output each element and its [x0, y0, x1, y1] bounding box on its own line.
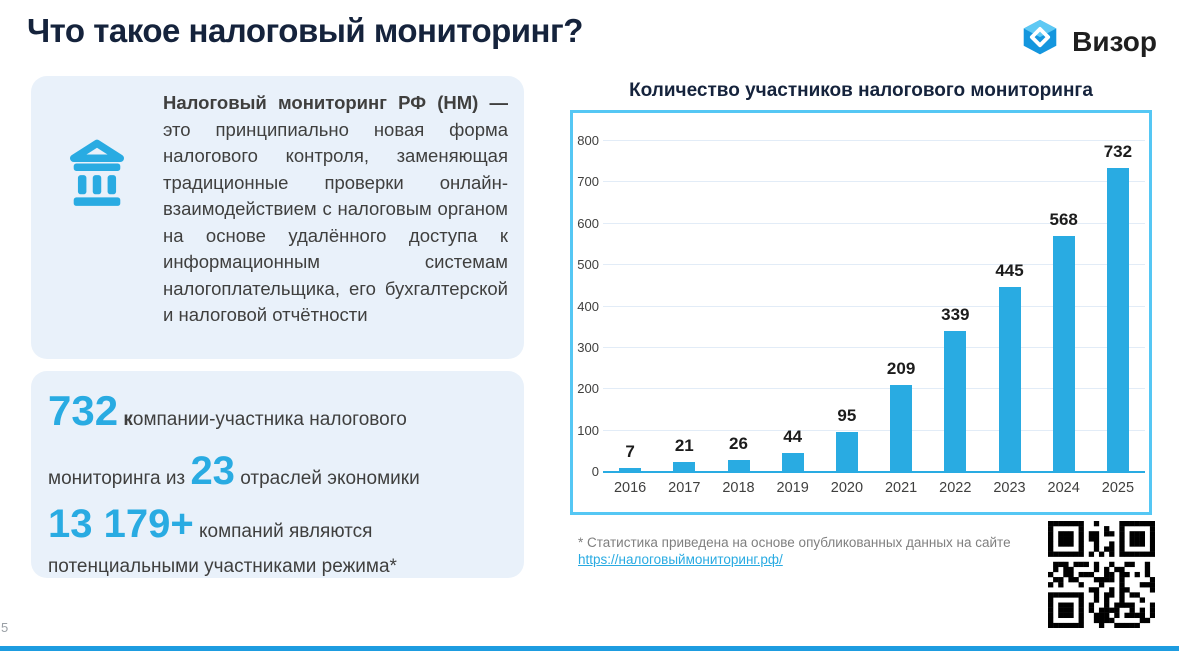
bar: [835, 431, 858, 471]
x-tick-label: 2020: [830, 480, 864, 496]
definition-lead: Налоговый мониторинг РФ (НМ) —: [163, 92, 508, 113]
page-title: Что такое налоговый мониторинг?: [27, 12, 583, 49]
y-tick-label: 700: [577, 174, 599, 190]
bar: [673, 462, 696, 471]
y-tick-label: 100: [577, 422, 599, 438]
bar: [1106, 168, 1129, 471]
x-tick-label: 2019: [776, 480, 809, 496]
gridline: [603, 471, 1145, 473]
logo-text: Визор: [1072, 25, 1157, 57]
bar: [998, 286, 1021, 471]
y-tick-label: 0: [591, 464, 599, 479]
source-link[interactable]: https://налоговыймониторинг.рф/: [578, 552, 783, 567]
industries-count: 23: [190, 449, 235, 493]
bar-chart: 0 100 200 300 400 500 600 700 800 7 2016 21 2017 26 20…: [570, 110, 1152, 515]
stats-card: 732 компании-участника налогового монито…: [31, 371, 524, 578]
definition-card: Налоговый мониторинг РФ (НМ) — это принц…: [31, 76, 524, 359]
gridline: [603, 140, 1145, 141]
gridline: [603, 346, 1145, 348]
footnote-text: * Статистика приведена на основе опублик…: [578, 535, 1011, 550]
x-tick-label: 2025: [1101, 480, 1135, 496]
bar: [890, 384, 913, 471]
stat-potential: 13 179+ компаний являются: [48, 502, 373, 546]
definition-body: это принципиально новая форма налогового…: [163, 118, 508, 326]
gridline: [603, 264, 1145, 266]
x-tick-label: 2023: [993, 480, 1026, 496]
gridline: [603, 388, 1145, 390]
bar-value-label: 209: [886, 358, 916, 378]
y-tick-label: 300: [577, 339, 599, 355]
footnote: * Статистика приведена на основе опублик…: [578, 534, 1038, 568]
definition-text: Налоговый мониторинг РФ (НМ) — это принц…: [163, 90, 508, 329]
participants-count: 732: [48, 387, 119, 434]
bar: [1052, 235, 1075, 471]
page-number: 5: [1, 620, 9, 635]
bar: [619, 468, 642, 471]
bank-icon: [63, 76, 131, 359]
bar-value-label: 339: [941, 304, 970, 324]
gridline: [603, 222, 1145, 224]
bar-value-label: 732: [1103, 142, 1133, 162]
bar: [944, 330, 967, 471]
y-tick-label: 600: [577, 215, 599, 231]
qr-code: [1048, 521, 1156, 629]
bar-value-label: 7: [625, 442, 635, 462]
bar-value-label: 44: [783, 426, 803, 446]
gridline: [603, 429, 1145, 431]
plot-area: 0 100 200 300 400 500 600 700 800 7 2016 21 2017 26 20…: [573, 113, 1149, 512]
bar: [781, 452, 804, 471]
x-tick-label: 2016: [613, 480, 647, 496]
x-tick-label: 2017: [668, 480, 701, 496]
bar-value-label: 568: [1049, 209, 1078, 229]
logo: Визор: [1017, 16, 1157, 67]
stat-potential-line2: потенциальными участниками режима*: [48, 556, 397, 577]
bottom-accent-bar: [0, 646, 1179, 651]
vizor-cube-icon: [1017, 16, 1063, 67]
x-tick-label: 2021: [884, 480, 918, 496]
bar-value-label: 26: [729, 434, 748, 454]
y-tick-label: 800: [577, 133, 599, 148]
chart-title: Количество участников налогового монитор…: [629, 80, 1093, 101]
bar: [727, 460, 750, 471]
y-tick-label: 200: [577, 381, 599, 397]
gridline: [603, 181, 1145, 183]
x-tick-label: 2018: [722, 480, 755, 496]
bar-value-label: 445: [995, 260, 1024, 280]
bar-value-label: 21: [674, 436, 694, 456]
x-tick-label: 2024: [1047, 480, 1080, 496]
y-tick-label: 400: [577, 298, 599, 314]
x-tick-label: 2022: [939, 480, 972, 496]
gridline: [603, 305, 1145, 307]
bar-value-label: 95: [837, 405, 857, 425]
stat-participants: 732 компании-участника налогового: [48, 387, 407, 434]
stat-industries: мониторинга из 23 отраслей экономики: [48, 449, 420, 493]
y-tick-label: 500: [577, 257, 599, 273]
potential-count: 13 179+: [48, 502, 194, 546]
